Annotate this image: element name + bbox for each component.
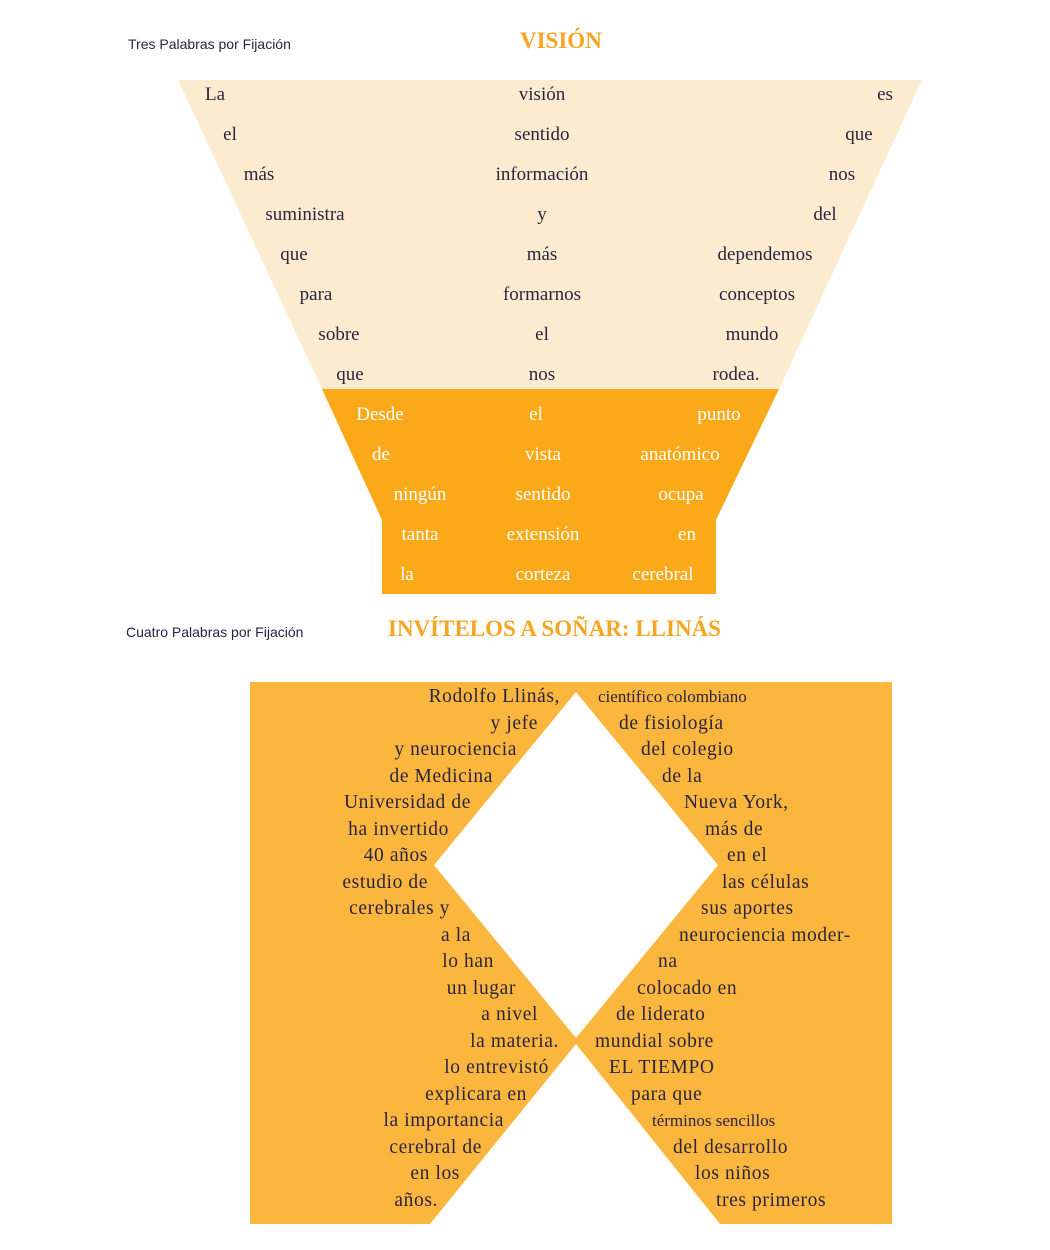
diamond-right-line: de fisiología <box>619 712 724 734</box>
funnel-word: La <box>204 84 226 105</box>
funnel-word: cerebral <box>632 564 694 585</box>
diamond-left-line: explicara en <box>425 1083 527 1105</box>
funnel-word: es <box>877 84 893 105</box>
diamond-left-line: la importancia <box>383 1110 504 1131</box>
funnel-word: que <box>336 364 364 385</box>
funnel-word: rodea. <box>712 364 760 385</box>
diamond-right-line: más de <box>705 818 764 840</box>
funnel-word: visión <box>518 84 566 105</box>
diamond-right-line: Nueva York, <box>684 792 789 813</box>
diamond-right-line: na <box>658 951 678 972</box>
diamond-right-line: colocado en <box>637 977 738 999</box>
funnel-word: extensión <box>506 524 580 545</box>
funnel-word: punto <box>697 404 741 425</box>
funnel-word: del <box>813 204 837 225</box>
section1-title: VISIÓN <box>520 28 602 53</box>
diamond-right-line: las células <box>722 871 810 893</box>
diamond-left-line: años. <box>394 1189 438 1211</box>
funnel-word: y <box>537 204 547 225</box>
diamond-right-line: del desarrollo <box>673 1136 789 1158</box>
diamond-left-line: cerebral de <box>389 1136 482 1158</box>
diamond-left-line: a la <box>440 924 471 946</box>
funnel-word: el <box>529 404 543 425</box>
diamond-right-line: términos sencillos <box>652 1111 776 1130</box>
funnel-word: la <box>400 564 414 585</box>
funnel-word: sentido <box>514 124 570 145</box>
diamond-left-line: ha invertido <box>348 818 449 840</box>
diamond-right-line: mundial sobre <box>595 1030 714 1052</box>
diamond-right-line: científico colombiano <box>598 687 747 706</box>
diamond-right-line: del colegio <box>641 739 734 760</box>
diamond-left-line: cerebrales y <box>349 898 450 919</box>
funnel-word: ocupa <box>658 484 704 505</box>
diamond-left-line: lo han <box>442 951 494 972</box>
diamond-right-line: los niños <box>695 1163 771 1184</box>
diamond-left-line: y neurociencia <box>394 739 517 760</box>
funnel-word: en <box>678 524 696 545</box>
funnel-word: anatómico <box>640 444 720 465</box>
diamond-left-line: en los <box>410 1163 460 1184</box>
diamond-left-line: 40 años <box>363 845 428 866</box>
diamond-right-line: en el <box>727 845 768 866</box>
funnel-word: vista <box>525 444 561 465</box>
diamond-left-line: a nivel <box>481 1004 538 1025</box>
diamond-orange-block <box>250 682 892 1224</box>
section1-label: Tres Palabras por Fijación <box>128 36 291 52</box>
diamond-right-line: tres primeros <box>716 1189 827 1211</box>
funnel-word: suministra <box>265 204 345 225</box>
funnel-word: conceptos <box>719 284 795 305</box>
diamond-left-line: Universidad de <box>344 792 471 813</box>
funnel-word: Desde <box>356 404 404 425</box>
funnel-word: mundo <box>725 324 779 345</box>
diamond-left-line: Rodolfo Llinás, <box>428 686 560 707</box>
diamond-left-line: lo entrevistó <box>444 1057 549 1078</box>
diamond-left-line: un lugar <box>446 977 516 999</box>
funnel-word: de <box>372 444 390 465</box>
funnel-top-pale <box>178 80 922 389</box>
funnel-word: que <box>280 244 308 265</box>
funnel-word: ningún <box>393 484 447 505</box>
funnel-word: formarnos <box>502 284 582 305</box>
funnel-word: tanta <box>401 524 439 545</box>
funnel-word: sentido <box>515 484 571 505</box>
funnel-word: que <box>845 124 873 145</box>
diamond-right-line: neurociencia moder- <box>679 924 851 946</box>
diamond-right-line: sus aportes <box>701 898 794 919</box>
diamond-right-line: EL TIEMPO <box>609 1057 715 1078</box>
funnel-word: nos <box>828 164 856 185</box>
funnel-word: el <box>223 124 237 145</box>
funnel-word: sobre <box>318 324 360 345</box>
diamond-right-line: para que <box>631 1083 703 1105</box>
diamond-left-line: y jefe <box>490 712 538 734</box>
funnel-word: más <box>526 244 558 265</box>
funnel-word: el <box>535 324 549 345</box>
section2-label: Cuatro Palabras por Fijación <box>126 624 304 640</box>
funnel-word: información <box>495 164 589 185</box>
section2-title: INVÍTELOS A SOÑAR: LLINÁS <box>388 616 721 641</box>
funnel-word: para <box>299 284 333 305</box>
diamond-right-line: de la <box>662 765 703 787</box>
diamond-left-line: la materia. <box>470 1030 559 1052</box>
funnel-word: nos <box>528 364 556 385</box>
funnel-word: dependemos <box>717 244 813 265</box>
funnel-word: más <box>243 164 275 185</box>
funnel-orange-neck <box>322 389 779 594</box>
funnel-word: corteza <box>515 564 571 585</box>
diamond-left-line: estudio de <box>342 871 428 893</box>
diamond-left-line: de Medicina <box>389 765 493 787</box>
diamond-right-line: de liderato <box>616 1004 706 1025</box>
